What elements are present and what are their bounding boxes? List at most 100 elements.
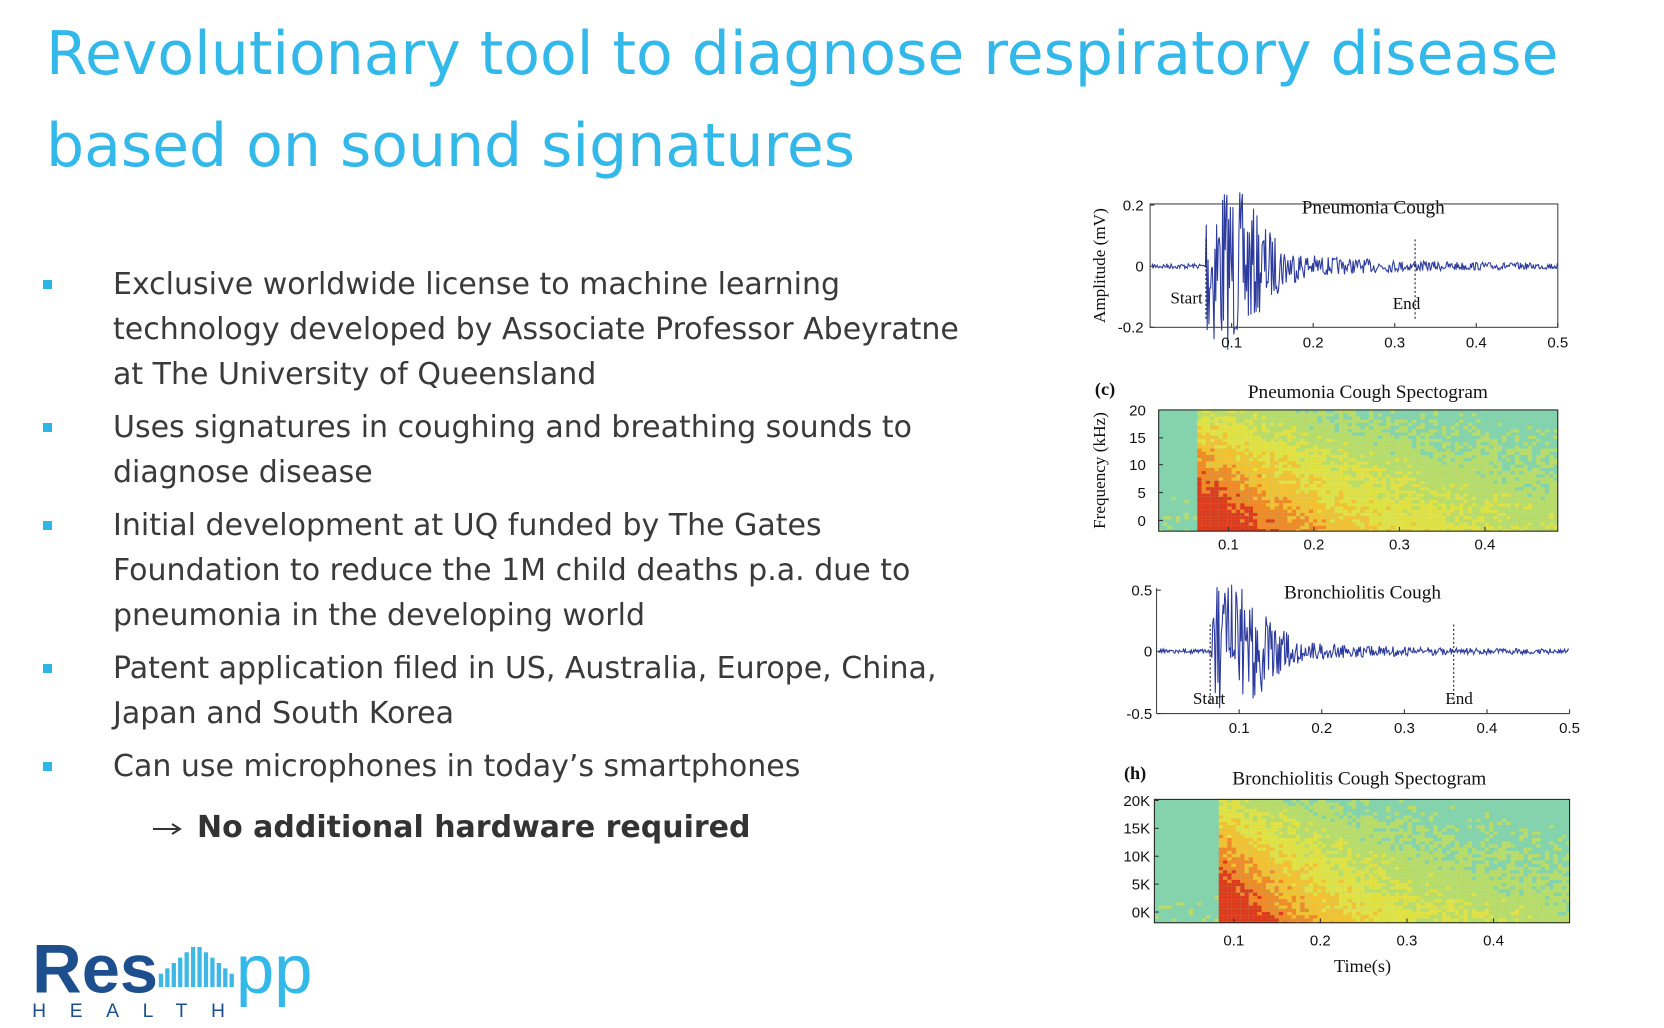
spectrogram-cell bbox=[1321, 818, 1327, 822]
spectrogram-cell bbox=[1506, 516, 1511, 520]
y-tick-label: 15 bbox=[1129, 430, 1146, 447]
spectrogram-cell bbox=[1326, 831, 1331, 835]
spectrogram-cell bbox=[1519, 512, 1524, 517]
spectrogram-cell bbox=[1321, 503, 1327, 507]
spectrogram-cell bbox=[1330, 812, 1335, 816]
spectrogram-cell bbox=[1338, 847, 1344, 851]
spectrogram-cell bbox=[1420, 525, 1425, 530]
spectrogram-cell bbox=[1403, 886, 1408, 890]
spectrogram-cell bbox=[1244, 818, 1249, 822]
spectrogram-cell bbox=[1248, 512, 1254, 517]
spectrogram-cell bbox=[1334, 902, 1339, 906]
spectrogram-cell bbox=[1274, 802, 1279, 806]
spectrogram-cell bbox=[1416, 438, 1421, 443]
spectrogram-cell bbox=[1321, 474, 1327, 478]
spectrogram-cell bbox=[1321, 438, 1327, 443]
spectrogram-cell bbox=[1403, 516, 1408, 520]
spectrogram-cell bbox=[1244, 422, 1249, 427]
spectrogram-cell bbox=[1463, 870, 1468, 874]
spectrogram-cell bbox=[1420, 834, 1425, 839]
spectrogram-cell bbox=[1274, 809, 1279, 813]
spectrogram-cell bbox=[1347, 905, 1352, 909]
spectrogram-cell bbox=[1287, 825, 1292, 829]
spectrogram-cell bbox=[1467, 471, 1472, 475]
spectrogram-cell bbox=[1248, 487, 1254, 491]
spectrogram-cell bbox=[1501, 847, 1507, 851]
spectrogram-cell bbox=[1253, 519, 1258, 523]
x-tick-label: 0.3 bbox=[1384, 335, 1405, 352]
spectrogram-cell bbox=[1244, 850, 1249, 855]
spectrogram-cell bbox=[1351, 477, 1357, 481]
spectrogram-cell bbox=[1214, 419, 1219, 423]
spectrogram-cell bbox=[1399, 876, 1404, 880]
spectrogram-cell bbox=[1330, 503, 1335, 507]
spectrogram-cell bbox=[1403, 503, 1408, 507]
spectrogram-cell bbox=[1218, 876, 1224, 880]
spectrogram-cell bbox=[1351, 529, 1357, 532]
spectrogram-cell bbox=[1270, 500, 1275, 504]
spectrogram-cell bbox=[1399, 902, 1404, 906]
spectrogram-cell bbox=[1441, 915, 1447, 919]
spectrogram-cell bbox=[1231, 831, 1236, 835]
spectrogram-cell bbox=[1227, 821, 1232, 826]
spectrogram-cell bbox=[1308, 899, 1314, 903]
spectrogram-cell bbox=[1381, 448, 1387, 452]
spectrogram-cell bbox=[1386, 902, 1391, 906]
spectrogram-cell bbox=[1437, 873, 1442, 877]
spectrogram-cell bbox=[1257, 915, 1262, 919]
spectrogram-cell bbox=[1308, 889, 1314, 893]
spectrogram-cell bbox=[1381, 841, 1387, 845]
spectrogram-cell bbox=[1300, 847, 1305, 851]
spectrogram-cell bbox=[1437, 467, 1442, 472]
spectrogram-cell bbox=[1343, 912, 1348, 916]
spectrogram-cell bbox=[1347, 525, 1352, 530]
spectrogram-cell bbox=[1300, 912, 1305, 916]
spectrogram-cell bbox=[1480, 879, 1485, 884]
spectrogram-cell bbox=[1424, 506, 1430, 510]
spectrogram-cell bbox=[1351, 474, 1357, 478]
spectrogram-cell bbox=[1497, 870, 1502, 874]
spectrogram-cell bbox=[1424, 525, 1430, 530]
spectrogram-cell bbox=[1257, 899, 1262, 903]
spectrogram-cell bbox=[1540, 451, 1545, 455]
spectrogram-cell bbox=[1386, 451, 1391, 455]
spectrogram-cell bbox=[1317, 461, 1322, 465]
spectrogram-cell bbox=[1278, 831, 1284, 835]
spectrogram-cell bbox=[1291, 841, 1297, 845]
spectrogram-cell bbox=[1446, 474, 1451, 478]
spectrogram-cell bbox=[1484, 471, 1490, 475]
spectrogram-cell bbox=[1265, 805, 1271, 810]
spectrogram-cell bbox=[1304, 506, 1309, 510]
spectrogram-cell bbox=[1308, 834, 1314, 839]
spectrogram-cell bbox=[1253, 432, 1258, 436]
spectrogram-cell bbox=[1287, 841, 1292, 845]
spectrogram-cell bbox=[1467, 483, 1472, 488]
spectrogram-cell bbox=[1476, 902, 1481, 906]
spectrogram-cell bbox=[1261, 474, 1266, 478]
spectrogram-cell bbox=[1244, 915, 1249, 919]
spectrogram-cell bbox=[1364, 480, 1369, 484]
spectrogram-cell bbox=[1326, 413, 1331, 417]
spectrogram-cell bbox=[1253, 483, 1258, 488]
spectrogram-cell bbox=[1248, 850, 1254, 855]
spectrogram-cell bbox=[1244, 467, 1249, 472]
spectrogram-cell bbox=[1291, 886, 1297, 890]
spectrogram-cell bbox=[1484, 432, 1490, 436]
spectrogram-cell bbox=[1403, 831, 1408, 835]
spectrogram-cell bbox=[1351, 426, 1357, 430]
spectrogram-cell bbox=[1407, 873, 1412, 877]
spectrogram-cell bbox=[1394, 902, 1400, 906]
spectrogram-cell bbox=[1480, 496, 1485, 501]
spectrogram-cell bbox=[1274, 426, 1279, 430]
spectrogram-cell bbox=[1373, 915, 1378, 919]
spectrogram-cell bbox=[1291, 828, 1297, 832]
spectrogram-cell bbox=[1223, 886, 1228, 890]
spectrogram-cell bbox=[1343, 471, 1348, 475]
spectrogram-cell bbox=[1446, 448, 1451, 452]
spectrogram-cell bbox=[1283, 905, 1288, 909]
spectrogram-cell bbox=[1390, 467, 1395, 472]
spectrogram-cell bbox=[1240, 866, 1245, 871]
spectrogram-cell bbox=[1373, 493, 1378, 497]
spectrogram-cell bbox=[1454, 464, 1460, 468]
spectrogram-cell bbox=[1338, 805, 1344, 810]
